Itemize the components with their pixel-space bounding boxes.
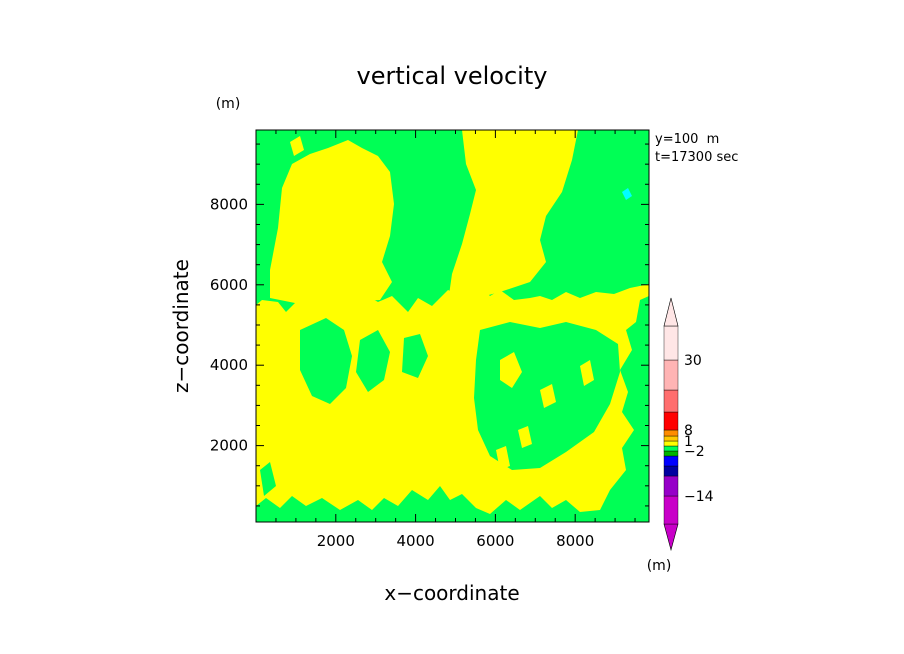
colorbar-label: −14 xyxy=(684,489,714,505)
annotation-y-position: y=100 m xyxy=(655,132,719,147)
region-updraft-spot xyxy=(622,188,632,200)
y-axis: 2000 4000 6000 8000 xyxy=(210,143,649,507)
plot-frame xyxy=(255,129,650,523)
region-positive-speck-a xyxy=(500,352,522,388)
region-negative-island-b xyxy=(356,330,390,392)
colorbar-bin xyxy=(663,435,679,442)
colorbar-bin xyxy=(663,429,679,437)
region-positive-speck-d xyxy=(496,446,510,470)
colorbar-bin xyxy=(663,445,679,452)
region-positive-speck-b xyxy=(540,384,556,408)
y-unit-label: (m) xyxy=(216,96,241,112)
colorbar-bin xyxy=(663,440,679,447)
x-tick-label: 2000 xyxy=(317,532,355,550)
colorbar: 30 81−2 −14 xyxy=(663,297,714,552)
y-tick-label: 4000 xyxy=(210,356,248,374)
region-positive-upper-left xyxy=(270,140,394,304)
colorbar-bin xyxy=(663,475,679,497)
plot-area xyxy=(255,129,650,523)
y-tick-label: 2000 xyxy=(210,437,248,455)
colorbar-bin xyxy=(663,495,679,525)
region-negative-island-e xyxy=(260,462,276,496)
region-negative-island-a xyxy=(300,318,352,404)
y-tick-label: 8000 xyxy=(210,195,248,213)
region-positive-upper-centre xyxy=(448,130,578,302)
colorbar-label: 8 xyxy=(684,423,693,439)
annotation-time: t=17300 sec xyxy=(655,150,738,165)
colorbar-unit-label: (m) xyxy=(647,558,672,574)
region-positive-speck-e xyxy=(518,426,532,448)
x-tick-label: 4000 xyxy=(397,532,435,550)
colorbar-bin xyxy=(663,465,679,477)
colorbar-bin xyxy=(663,411,679,431)
y-axis-label: z−coordinate xyxy=(169,259,193,393)
colorbar-bin xyxy=(663,359,679,391)
colorbar-bin xyxy=(663,325,679,361)
colorbar-label: 30 xyxy=(684,353,702,369)
colorbar-label: 1 xyxy=(684,434,693,450)
colorbar-bin xyxy=(663,455,679,467)
region-positive-speck-c xyxy=(580,360,594,386)
x-axis-label: x−coordinate xyxy=(384,581,519,605)
region-positive-speck-f xyxy=(290,136,304,156)
x-tick-label: 8000 xyxy=(556,532,594,550)
colorbar-cap-bottom xyxy=(663,523,679,552)
y-tick-label: 6000 xyxy=(210,276,248,294)
region-negative-island-c xyxy=(402,334,428,378)
colorbar-label: −2 xyxy=(684,444,705,460)
colorbar-bin xyxy=(663,389,679,413)
x-axis: 2000 4000 6000 8000 xyxy=(275,130,636,550)
colorbar-cap-top xyxy=(663,297,679,327)
colorbar-bin xyxy=(663,450,679,457)
x-tick-label: 6000 xyxy=(476,532,514,550)
chart-title: vertical velocity xyxy=(357,62,548,90)
